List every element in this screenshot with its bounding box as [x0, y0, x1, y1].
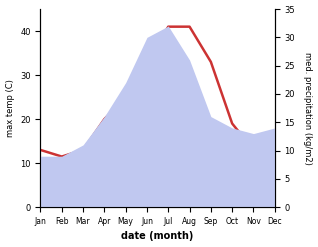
- Y-axis label: max temp (C): max temp (C): [5, 79, 15, 137]
- Y-axis label: med. precipitation (kg/m2): med. precipitation (kg/m2): [303, 52, 313, 165]
- X-axis label: date (month): date (month): [121, 231, 194, 242]
